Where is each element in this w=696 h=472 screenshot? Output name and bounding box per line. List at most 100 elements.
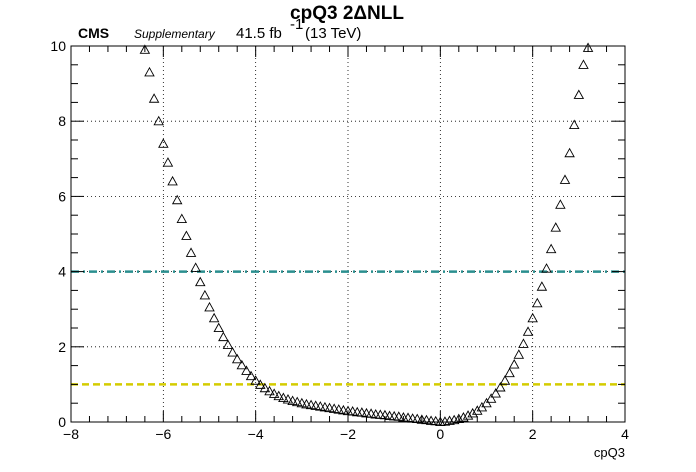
data-point (458, 412, 469, 422)
data-point (319, 401, 331, 412)
data-point (499, 375, 511, 385)
data-point (393, 411, 405, 421)
data-point (522, 326, 534, 336)
data-point (541, 263, 552, 273)
data-point (324, 402, 335, 413)
data-point (518, 338, 529, 348)
data-point (144, 66, 155, 77)
data-point (365, 408, 377, 418)
y-tick-label: 6 (58, 188, 66, 204)
luminosity-exponent: -1 (290, 16, 303, 33)
data-point (199, 289, 211, 300)
data-point (328, 403, 340, 413)
data-point (545, 243, 557, 254)
data-point (218, 331, 229, 342)
data-point (508, 359, 520, 369)
data-point (338, 404, 349, 415)
data-point (411, 413, 423, 424)
data-point (148, 93, 160, 103)
data-point (162, 157, 174, 167)
data-point (241, 365, 252, 375)
data-point (264, 385, 275, 396)
data-point (564, 147, 575, 158)
x-tick-label: 2 (529, 426, 537, 442)
data-point (513, 349, 525, 359)
data-point (536, 281, 548, 291)
y-axis: 0 2 4 6 8 10 (50, 38, 625, 430)
x-axis-title: cpQ3 (594, 445, 625, 460)
data-point (421, 414, 432, 425)
data-point (167, 175, 178, 186)
data-point (573, 89, 585, 99)
data-point (315, 401, 326, 411)
data-point (287, 395, 298, 405)
y-tick-label: 10 (50, 38, 66, 54)
data-point (527, 312, 538, 323)
data-point (356, 407, 368, 417)
data-point (259, 382, 271, 393)
data-point (555, 199, 566, 209)
data-point (578, 59, 589, 69)
data-point (430, 415, 441, 426)
data-point (153, 115, 164, 126)
x-tick-label: −8 (63, 426, 79, 442)
data-point (472, 405, 483, 415)
y-tick-label: 0 (58, 414, 66, 430)
data-point (185, 247, 197, 257)
data-point (255, 379, 266, 389)
reference-lines (71, 270, 625, 386)
x-tick-label: −4 (248, 426, 264, 442)
x-tick-label: −6 (155, 426, 171, 442)
data-point (568, 119, 580, 130)
data-point (291, 396, 303, 407)
y-tick-label: 2 (58, 339, 66, 355)
data-point (453, 413, 465, 424)
data-point (467, 407, 478, 418)
data-point (195, 276, 206, 287)
x-tick-label: −2 (340, 426, 356, 442)
data-point (236, 359, 248, 370)
data-point (139, 44, 151, 54)
status-label: Supplementary (134, 27, 216, 41)
data-point (213, 322, 224, 333)
data-point (532, 297, 543, 308)
data-point (268, 388, 280, 398)
data-point (190, 262, 201, 272)
data-point (490, 387, 501, 398)
data-point (245, 370, 257, 381)
data-point (171, 194, 183, 205)
data-points (139, 42, 594, 427)
data-point (204, 301, 215, 312)
experiment-label: CMS (78, 25, 109, 41)
energy-label: (13 TeV) (305, 25, 361, 42)
data-point (504, 367, 515, 378)
luminosity-label: 41.5 fb (236, 25, 282, 42)
x-axis: −8 −6 −4 −2 0 2 4 (63, 46, 629, 442)
data-point (181, 230, 192, 240)
data-point (481, 397, 492, 408)
x-tick-label: 4 (621, 426, 629, 442)
data-point (462, 410, 474, 420)
data-point (222, 339, 234, 349)
data-point (485, 393, 497, 403)
y-tick-label: 4 (58, 264, 66, 280)
data-point (310, 400, 321, 410)
data-point (296, 397, 308, 408)
data-point (176, 213, 188, 224)
y-tick-label: 8 (58, 113, 66, 129)
data-point (227, 347, 238, 357)
data-point (333, 404, 345, 414)
data-point (250, 375, 261, 385)
data-point (158, 138, 169, 148)
chart-title: cpQ3 2ΔNLL (290, 3, 404, 24)
data-point (559, 174, 571, 184)
data-point (231, 353, 243, 364)
data-point (347, 406, 358, 416)
data-point (495, 381, 506, 392)
data-point (305, 399, 317, 410)
data-point (550, 222, 562, 232)
x-tick-label: 0 (436, 426, 444, 442)
data-point (273, 390, 285, 401)
data-point (301, 398, 312, 409)
